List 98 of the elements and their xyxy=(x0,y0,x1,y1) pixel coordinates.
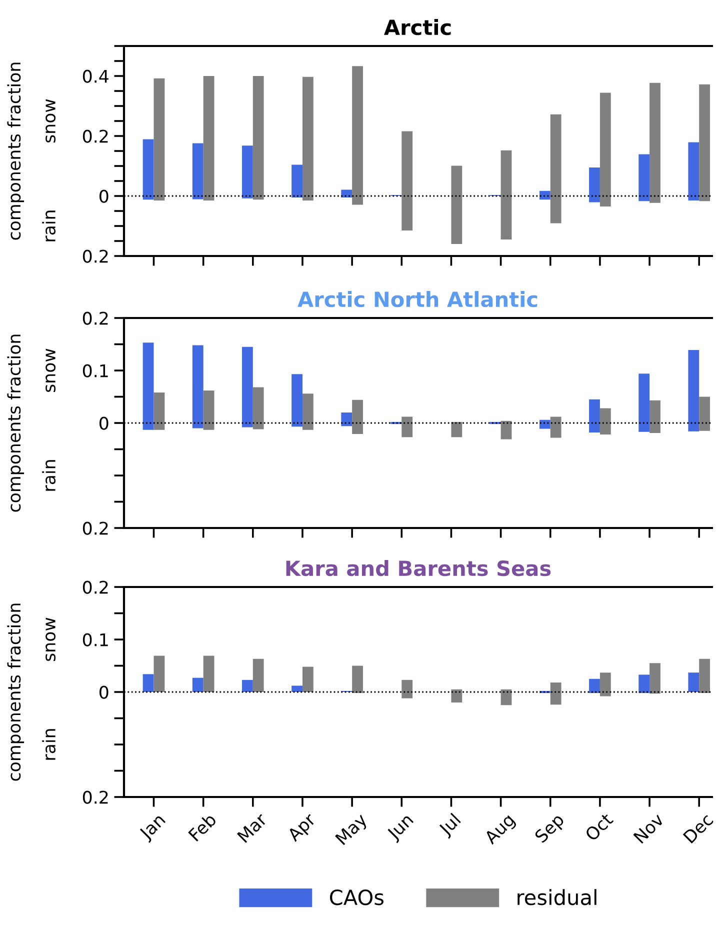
x-tick-label: Dec xyxy=(682,812,714,844)
y-tick-label: 0.1 xyxy=(82,633,108,646)
y-tick-label: 0.4 xyxy=(82,70,108,83)
bar xyxy=(203,656,214,692)
bar xyxy=(352,66,363,205)
bar xyxy=(650,400,660,433)
text: snow xyxy=(46,618,56,661)
chart-title: Kara and Barents Seas xyxy=(286,560,551,576)
x-tick-label: Feb xyxy=(188,812,218,842)
chart-title: Arctic North Atlantic xyxy=(298,291,538,308)
bar xyxy=(402,680,413,698)
y-tick-label: 0.2 xyxy=(82,522,108,535)
bar xyxy=(192,345,204,428)
y-tick-label: 0.2 xyxy=(82,250,108,263)
bar xyxy=(550,114,562,224)
bar xyxy=(341,412,352,426)
bar xyxy=(500,150,512,240)
bar xyxy=(203,390,214,430)
bar xyxy=(500,689,512,706)
bar xyxy=(600,672,611,696)
x-tick-label: Apr xyxy=(286,812,320,845)
bar xyxy=(699,84,710,202)
x-tick-label: Nov xyxy=(633,812,665,844)
x-tick-label: Sep xyxy=(534,812,568,846)
bar xyxy=(402,416,413,438)
text: snow xyxy=(46,348,56,392)
bar xyxy=(242,146,253,198)
bar xyxy=(600,408,611,435)
bar xyxy=(638,374,650,432)
bar xyxy=(252,76,264,200)
bar xyxy=(154,656,165,692)
bar xyxy=(292,164,302,198)
text: rain xyxy=(42,210,56,242)
y-tick-label: 0.2 xyxy=(82,312,108,325)
text: rain xyxy=(42,729,56,760)
x-tick-label: Jul xyxy=(437,812,464,839)
bar xyxy=(142,342,154,430)
x-tick-label: Aug xyxy=(483,813,518,848)
x-tick-label: Jan xyxy=(138,813,168,843)
bar xyxy=(699,396,710,431)
bar xyxy=(252,658,264,692)
bar xyxy=(302,394,314,430)
bar xyxy=(550,682,562,705)
text: rain xyxy=(42,460,56,491)
bar xyxy=(192,143,204,200)
text: snow xyxy=(46,99,56,142)
bar xyxy=(341,190,352,198)
bar xyxy=(242,680,253,692)
bar xyxy=(589,399,600,432)
bar xyxy=(550,416,562,438)
y-axis-title: components fraction xyxy=(7,62,24,240)
bar xyxy=(352,666,363,694)
bar xyxy=(292,374,302,427)
bar xyxy=(688,350,700,432)
bar xyxy=(650,663,660,694)
y-tick-label: 0 xyxy=(100,190,108,203)
legend-label: residual xyxy=(518,889,596,906)
y-axis-title: components fraction xyxy=(7,334,24,512)
bar xyxy=(500,420,512,440)
x-tick-label: Jun xyxy=(386,813,416,844)
bar xyxy=(142,139,154,200)
bar xyxy=(650,82,660,203)
bar xyxy=(302,666,314,692)
y-tick-label: 0.1 xyxy=(82,364,108,378)
bar xyxy=(352,400,363,434)
bar xyxy=(451,166,462,244)
bar xyxy=(192,678,204,692)
bar xyxy=(589,168,600,202)
bar xyxy=(154,392,165,430)
bar xyxy=(699,658,710,694)
bar xyxy=(638,154,650,202)
bar xyxy=(539,190,550,200)
y-tick-label: 0.2 xyxy=(82,580,108,594)
x-tick-label: Oct xyxy=(584,812,614,842)
y-tick-label: 0 xyxy=(100,416,108,430)
bar xyxy=(688,672,700,692)
bar xyxy=(589,678,600,694)
bar xyxy=(688,142,700,200)
bar xyxy=(203,76,214,200)
y-axis-title: components fraction xyxy=(7,604,24,781)
bar xyxy=(451,422,462,438)
bar xyxy=(600,92,611,206)
bar xyxy=(142,674,154,692)
bar xyxy=(252,387,264,430)
y-tick-label: 0 xyxy=(100,686,108,699)
x-tick-label: Mar xyxy=(236,812,268,844)
y-tick-label: 0.2 xyxy=(82,790,108,804)
bar xyxy=(638,674,650,694)
bar xyxy=(242,346,253,428)
chart-title: Arctic xyxy=(384,19,451,36)
y-tick-label: 0.2 xyxy=(82,130,108,143)
bar xyxy=(451,689,462,702)
bar xyxy=(539,420,550,429)
legend-label: CAOs xyxy=(330,889,384,906)
bar xyxy=(154,78,165,200)
bar xyxy=(402,131,413,230)
bar xyxy=(302,76,314,200)
bar xyxy=(292,686,302,692)
